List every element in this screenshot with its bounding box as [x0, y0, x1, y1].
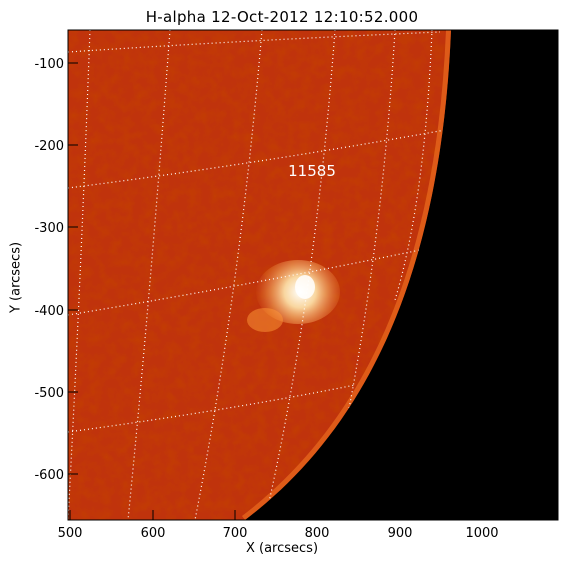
coordinate-grid	[68, 30, 446, 520]
y-tick-labels: -100 -200 -300 -400 -500 -600	[34, 57, 64, 483]
x-axis-ticks	[69, 510, 483, 520]
y-axis-label: Y (arcsecs)	[8, 241, 24, 314]
x-tick-label: 500	[58, 526, 83, 541]
x-axis-label: X (arcsecs)	[245, 541, 319, 556]
y-tick-label: -400	[34, 304, 64, 319]
y-tick-label: -600	[34, 468, 64, 483]
y-tick-label: -300	[34, 221, 64, 236]
y-tick-label: -500	[34, 386, 64, 401]
image-title: H-alpha 12-Oct-2012 12:10:52.000	[145, 8, 419, 26]
y-tick-label: -200	[34, 139, 64, 154]
x-tick-label: 700	[223, 526, 248, 541]
x-tick-label: 800	[305, 526, 330, 541]
y-tick-label: -100	[34, 57, 64, 72]
x-tick-label: 600	[141, 526, 166, 541]
plot-frame	[67, 29, 559, 521]
solar-disk	[68, 30, 451, 520]
y-axis-ticks	[68, 62, 78, 475]
x-tick-labels: 500 600 700 800 900 1000	[58, 526, 499, 541]
x-tick-label: 900	[388, 526, 413, 541]
region-label: 11585	[288, 162, 336, 180]
x-tick-label: 1000	[465, 526, 498, 541]
